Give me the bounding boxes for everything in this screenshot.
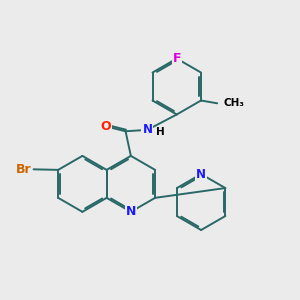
Text: CH₃: CH₃ — [224, 98, 245, 108]
Text: N: N — [196, 168, 206, 181]
Text: H: H — [156, 127, 165, 137]
Text: O: O — [100, 120, 111, 133]
Text: F: F — [172, 52, 181, 65]
Text: N: N — [142, 123, 152, 136]
Text: Br: Br — [16, 163, 31, 176]
Text: N: N — [126, 205, 136, 218]
